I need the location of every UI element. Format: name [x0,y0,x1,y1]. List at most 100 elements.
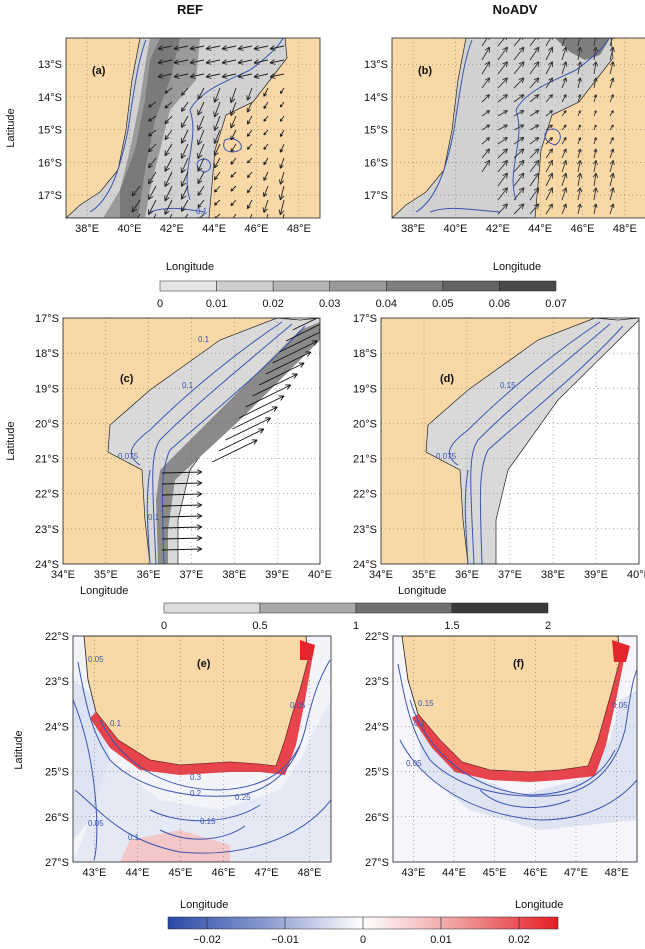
axes-frame [380,317,640,565]
colorbar-swatch [216,280,274,292]
vector-arrow [164,143,173,157]
x-tick-label: 40°E [308,569,332,581]
colorbar-tick-label: 0.03 [319,298,340,310]
vector-arrow [157,45,173,51]
vector-arrow [230,171,237,178]
y-tick-label: 19°S [35,383,59,395]
vector-arrow [230,199,237,207]
contour-line [399,739,637,821]
y-tick-label: 24°S [45,721,69,733]
vector-arrow [497,46,508,61]
colorbar-tick-label: 0 [157,298,163,310]
vector-arrow [161,524,203,531]
colorbar-3: −0.02 −0.01 0 0.01 0.02 [167,916,559,946]
vector-arrow [148,185,157,201]
vector-arrow [513,94,525,103]
vector-arrow [561,203,567,215]
vector-arrow [513,159,525,173]
contour-line [470,323,611,564]
x-tick-label: 42°E [486,223,510,235]
x-tick-label: 39°E [584,569,608,581]
vector-arrow [609,77,615,89]
vector-arrow [593,203,598,215]
x-tick-label: 35°E [412,569,436,581]
vector-arrow [180,185,189,200]
x-tick-label: 38°E [222,569,246,581]
contour-line [448,321,601,466]
axes-frame [62,317,321,565]
vector-arrow [246,143,253,150]
contour-line [159,825,246,840]
y-tick-label: 15°S [364,125,388,137]
contour-label: 0.05 [406,759,422,768]
vector-arrow [230,213,237,218]
y-tick-label: 25°S [45,767,69,779]
y-tick-label: 27°S [45,857,69,869]
land [63,318,320,564]
y-tick-label: 15°S [38,125,62,137]
vector-arrow [173,45,189,51]
vector-arrow [263,157,269,166]
axes-frame [392,635,638,863]
y-tick-label: 20°S [35,418,59,430]
contour-line [77,659,331,797]
vector-arrow [262,185,269,197]
y-tick-label: 23°S [353,524,377,536]
vector-arrow [609,61,615,75]
vector-arrow [213,87,221,103]
colorbar-tick-label: 0 [161,620,167,632]
x-tick-label: 44°E [126,867,150,879]
vector-arrow [577,77,582,89]
colorbar-swatch [159,280,217,292]
vector-arrow [529,124,540,131]
vector-arrow [593,77,598,89]
vector-arrow [545,159,554,173]
colorbar-swatch [442,280,500,292]
y-tick-label: 25°S [365,767,389,779]
vector-arrow [161,546,203,553]
vector-arrow [161,535,203,542]
contour-label: 0.1 [414,719,426,728]
vector-arrow [279,87,285,94]
vector-arrow [213,185,221,193]
contour-label: 0.1 [148,513,160,522]
xlabel-e: Longitude [180,899,228,911]
x-tick-label: 34°E [51,569,75,581]
vector-arrow [164,171,173,188]
contour-line [409,699,616,796]
contour-label: 0.05 [88,819,104,828]
contour-label: 0.1 [128,833,140,842]
vector-arrow [184,213,189,218]
y-tick-label: 14°S [364,92,388,104]
x-tick-label: 40°E [118,223,142,235]
vector-arrow [513,187,525,201]
vector-arrow [497,124,508,131]
x-tick-label: 38°E [541,569,565,581]
red-patch [120,830,230,862]
vector-arrow [577,61,583,75]
contour-label: 0.1 [198,335,210,344]
vector-arrow [529,148,540,159]
tick-labels: 38°E 40°E 42°E 44°E 46°E 48°E 13°S 14°S 15°S 16°S… [35,59,645,879]
vector-arrow [131,199,141,213]
contour-line [161,325,306,564]
vector-arrow [592,46,599,61]
y-tick-label: 14°S [38,92,62,104]
contour-label: 0.15 [200,817,216,826]
y-tick-label: 17°S [38,190,62,202]
xlabel-a: Longitude [166,261,214,273]
colorbar-tick-label: 1 [353,620,359,632]
vector-arrow [269,73,285,79]
contour-label: 0.15 [500,381,516,390]
contour-label: 0.1 [196,207,208,216]
vector-arrow [513,110,525,117]
vector-arrow [529,46,540,61]
vector-arrow [513,77,525,89]
vector-arrow [245,384,292,408]
vector-arrow [497,77,508,89]
contour-line [149,804,261,822]
vector-arrow [148,157,157,169]
vector-arrow [173,73,189,79]
vector-arrow [262,199,269,213]
